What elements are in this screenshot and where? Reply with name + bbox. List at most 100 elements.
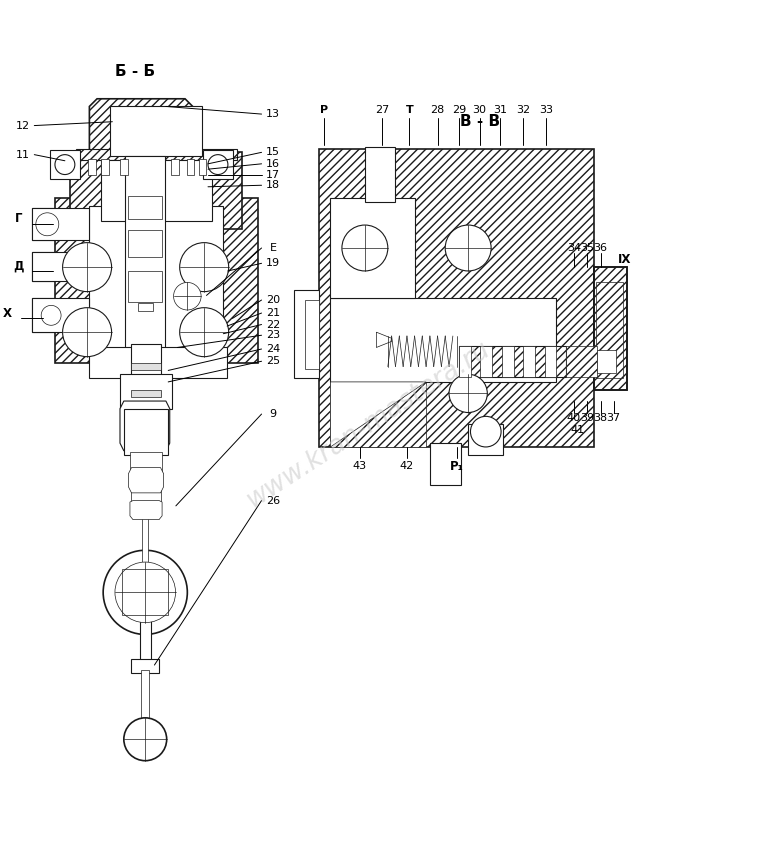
Text: 12: 12 xyxy=(16,120,30,131)
Bar xyxy=(131,444,161,451)
Circle shape xyxy=(180,243,229,292)
Text: В - В: В - В xyxy=(459,114,500,129)
Bar xyxy=(481,346,492,377)
Circle shape xyxy=(449,374,488,412)
Bar xyxy=(131,467,161,505)
Bar xyxy=(430,444,461,485)
Bar xyxy=(128,231,162,257)
Bar xyxy=(597,349,616,373)
Bar xyxy=(330,298,556,382)
Text: 36: 36 xyxy=(594,243,607,253)
Polygon shape xyxy=(89,98,193,160)
Bar xyxy=(187,159,194,175)
Polygon shape xyxy=(330,298,376,382)
Text: 11: 11 xyxy=(16,149,30,159)
Bar xyxy=(319,148,594,447)
Polygon shape xyxy=(330,382,426,447)
Text: Б - Б: Б - Б xyxy=(115,64,155,80)
Bar xyxy=(142,516,148,561)
Circle shape xyxy=(342,225,388,271)
Text: Т: Т xyxy=(406,105,413,115)
Bar xyxy=(294,290,319,378)
Bar xyxy=(141,671,149,722)
Bar xyxy=(203,150,233,179)
Bar xyxy=(124,409,168,455)
Bar xyxy=(502,346,514,377)
Text: 42: 42 xyxy=(400,461,414,471)
Bar xyxy=(545,346,557,377)
Bar xyxy=(110,107,202,156)
Text: 21: 21 xyxy=(266,308,280,318)
Text: 38: 38 xyxy=(594,413,607,423)
Text: Р₁: Р₁ xyxy=(450,460,464,472)
Bar xyxy=(459,346,566,377)
Text: 26: 26 xyxy=(266,495,280,505)
Text: 28: 28 xyxy=(430,105,445,115)
Bar xyxy=(32,298,55,332)
Polygon shape xyxy=(128,467,164,493)
Bar xyxy=(459,346,471,377)
Bar xyxy=(70,153,243,229)
Bar xyxy=(131,389,161,397)
Text: 20: 20 xyxy=(266,295,280,305)
Circle shape xyxy=(115,562,176,622)
Text: 15: 15 xyxy=(266,148,280,158)
Text: 40: 40 xyxy=(567,413,581,423)
Text: 39: 39 xyxy=(580,413,594,423)
Circle shape xyxy=(174,282,201,310)
Circle shape xyxy=(103,550,187,634)
Bar xyxy=(88,159,95,175)
Text: IX: IX xyxy=(618,253,632,266)
Text: 25: 25 xyxy=(266,356,280,366)
Text: Е: Е xyxy=(270,243,276,253)
Text: 16: 16 xyxy=(266,159,280,169)
Bar xyxy=(32,252,55,281)
Text: 35: 35 xyxy=(580,243,594,253)
Text: 43: 43 xyxy=(353,461,366,471)
Bar xyxy=(305,300,319,369)
Bar xyxy=(330,382,426,447)
Bar xyxy=(55,198,258,363)
Bar xyxy=(131,343,161,462)
Bar xyxy=(171,159,179,175)
Text: 34: 34 xyxy=(567,243,581,253)
Bar xyxy=(101,159,108,175)
Bar xyxy=(122,569,168,616)
Text: 41: 41 xyxy=(571,425,584,435)
Text: Х: Х xyxy=(3,306,12,320)
Polygon shape xyxy=(120,401,170,451)
Bar xyxy=(120,374,172,409)
Bar xyxy=(32,298,89,332)
Circle shape xyxy=(36,213,59,236)
Text: Р: Р xyxy=(320,105,329,115)
Bar xyxy=(76,148,237,160)
Bar xyxy=(101,160,212,221)
Circle shape xyxy=(41,305,61,326)
Text: Г: Г xyxy=(15,212,22,226)
Text: 9: 9 xyxy=(270,409,276,419)
Text: 33: 33 xyxy=(539,105,553,115)
Bar xyxy=(140,593,151,661)
Bar xyxy=(199,159,207,175)
Circle shape xyxy=(63,308,111,357)
Bar xyxy=(32,209,55,240)
Bar xyxy=(131,659,159,672)
Bar xyxy=(131,363,161,371)
Bar xyxy=(468,424,502,455)
Circle shape xyxy=(180,308,229,357)
Bar xyxy=(137,303,153,310)
Bar xyxy=(89,206,223,355)
Bar xyxy=(32,209,89,240)
Bar xyxy=(594,267,627,389)
Text: 18: 18 xyxy=(266,181,280,190)
Text: 31: 31 xyxy=(493,105,508,115)
Bar xyxy=(50,150,80,179)
Text: 17: 17 xyxy=(266,170,280,180)
Bar xyxy=(523,346,535,377)
Bar xyxy=(596,282,623,378)
Bar xyxy=(128,271,162,302)
Bar xyxy=(330,198,415,298)
Text: www.kran-mastera.ru: www.kran-mastera.ru xyxy=(242,336,495,512)
Polygon shape xyxy=(130,500,162,520)
Bar xyxy=(594,267,627,389)
